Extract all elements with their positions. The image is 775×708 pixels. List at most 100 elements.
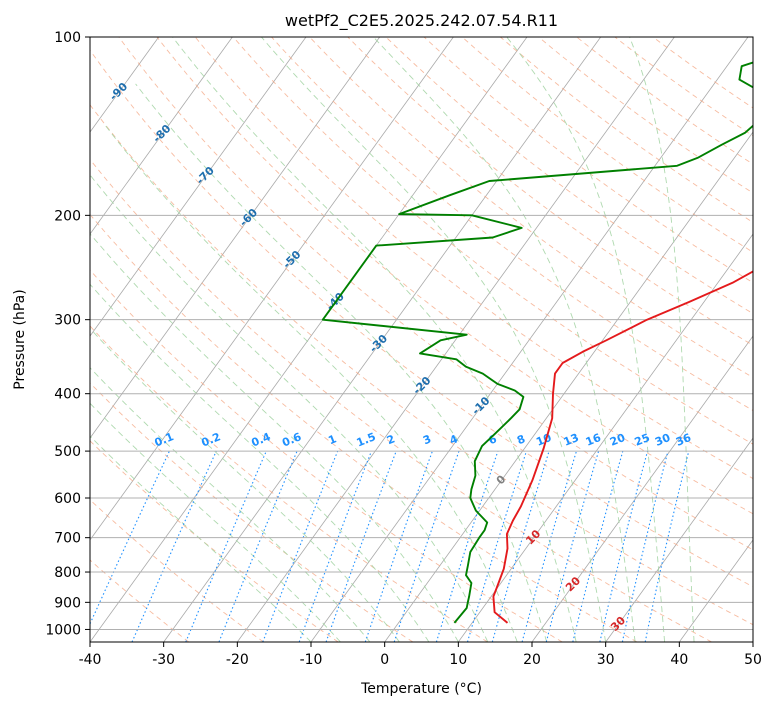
moist-adiabat-line	[261, 37, 607, 642]
mixing-ratio-label: 0.2	[199, 430, 222, 449]
isotherm-label: 0	[494, 472, 509, 487]
profile-lines	[321, 61, 753, 624]
mixing-ratio-line	[185, 450, 267, 642]
isotherm-line	[90, 37, 307, 337]
x-tick-label: 10	[449, 652, 467, 668]
x-axis: -40 -30 -20 -10 0 10 20 30 40 50	[79, 642, 762, 668]
dry-adiabat-line	[461, 37, 753, 253]
mixing-ratio-line	[90, 450, 170, 626]
isotherm-line	[531, 335, 753, 642]
mixing-ratio-line	[466, 450, 527, 642]
isotherm-label: -80	[150, 122, 173, 145]
dry-adiabat-line	[90, 325, 488, 642]
isotherm-label: 30	[608, 614, 628, 634]
mixing-ratio-label: 10	[534, 431, 553, 449]
x-axis-label: Temperature (°C)	[360, 681, 482, 697]
y-tick-label: 400	[54, 387, 81, 403]
isotherm-line	[236, 37, 675, 642]
mixing-ratio-line	[218, 450, 298, 642]
isotherm-line	[678, 539, 753, 642]
isotherm-line	[752, 641, 753, 642]
x-tick-label: 30	[597, 652, 615, 668]
y-tick-label: 500	[54, 444, 81, 460]
mixing-ratio-label: 0.1	[153, 430, 176, 449]
moist-adiabat-line	[506, 37, 666, 642]
mixing-ratio-label: 1	[326, 432, 338, 447]
x-tick-label: 50	[744, 652, 762, 668]
y-tick-label: 700	[54, 531, 81, 547]
mixing-ratio-line	[435, 450, 499, 642]
isotherm-line	[90, 37, 528, 642]
moist-adiabat-line	[135, 83, 548, 642]
mixing-ratio-line	[393, 450, 460, 642]
mixing-ratio-label: 20	[608, 431, 627, 449]
mixing-ratio-line	[572, 450, 624, 642]
dry-adiabat-line	[271, 37, 753, 411]
chart-title: wetPf2_C2E5.2025.242.07.54.R11	[285, 11, 558, 31]
dry-adiabat-line	[90, 382, 414, 642]
isotherm-label: 20	[563, 574, 583, 594]
dry-adiabat-line	[90, 104, 753, 626]
moist-adiabat-line	[90, 435, 312, 642]
dry-adiabat-line	[500, 37, 753, 223]
mixing-ratio-label: 25	[633, 431, 652, 449]
mixing-ratio-label: 3	[421, 432, 433, 447]
mixing-ratio-label: 8	[515, 432, 527, 447]
moist-adiabat-line	[90, 174, 489, 642]
dry-adiabat-line	[385, 37, 753, 315]
isotherm-line	[384, 131, 753, 642]
dry-adiabat-line	[90, 269, 563, 642]
x-tick-label: 20	[523, 652, 541, 668]
mixing-ratio-line	[621, 450, 669, 642]
mixing-ratio-label: 1.5	[355, 430, 378, 449]
mixing-ratio-line	[599, 450, 649, 642]
moist-adiabat-line	[373, 37, 636, 642]
dry-adiabat-line	[90, 499, 264, 642]
mixing-ratio-label: 4	[448, 432, 460, 447]
y-tick-label: 600	[54, 491, 81, 507]
isotherm-line	[0, 37, 11, 642]
moist-adiabat-line	[172, 37, 577, 642]
mixing-ratio-line	[644, 450, 690, 642]
y-tick-label: 800	[54, 565, 81, 581]
isotherm-line	[605, 437, 753, 642]
mixing-ratio-line	[262, 450, 339, 642]
dewpoint-profile-line	[321, 61, 753, 624]
y-axis-label: Pressure (hPa)	[12, 289, 28, 389]
dry-adiabat-line	[90, 49, 753, 588]
y-tick-label: 200	[54, 208, 81, 224]
isotherm-label: 10	[523, 527, 543, 547]
x-tick-label: 40	[670, 652, 688, 668]
y-tick-label: 300	[54, 313, 81, 329]
mixing-ratio-label: 2	[385, 432, 397, 447]
mixing-ratio-label: 0.4	[249, 430, 272, 449]
isoline-labels: -100-90-80-70-60-50-40-30-20-10010203040…	[107, 80, 693, 634]
mixing-ratio-line	[298, 450, 372, 642]
y-axis: 100 200 300 400 500 600 700 800 900 1000	[45, 30, 90, 638]
isotherm-line	[90, 37, 381, 439]
dry-adiabat-line	[156, 37, 753, 515]
isotherm-line	[457, 233, 753, 642]
x-tick-label: -30	[152, 652, 175, 668]
isotherm-label: -50	[280, 248, 303, 271]
mixing-ratio-label: 16	[584, 431, 603, 449]
moist-adiabat-line	[90, 327, 400, 642]
isotherm-label: -70	[194, 164, 217, 187]
moist-adiabat-line	[90, 283, 430, 642]
dry-adiabat-line	[347, 37, 753, 346]
mixing-ratio-line	[131, 450, 217, 642]
y-tick-label: 100	[54, 30, 81, 46]
dry-adiabat-line	[90, 213, 638, 642]
mixing-ratio-line	[325, 450, 397, 642]
y-tick-label: 1000	[45, 622, 81, 638]
moist-adiabat-line	[90, 233, 459, 642]
temperature-profile-line	[492, 270, 753, 624]
isotherm-line	[90, 37, 454, 541]
x-tick-label: -40	[79, 652, 102, 668]
x-tick-label: 0	[380, 652, 389, 668]
plot-frame	[89, 36, 754, 643]
mixing-ratio-line	[521, 450, 578, 642]
x-tick-label: -20	[226, 652, 249, 668]
mixing-ratio-line	[364, 450, 433, 642]
